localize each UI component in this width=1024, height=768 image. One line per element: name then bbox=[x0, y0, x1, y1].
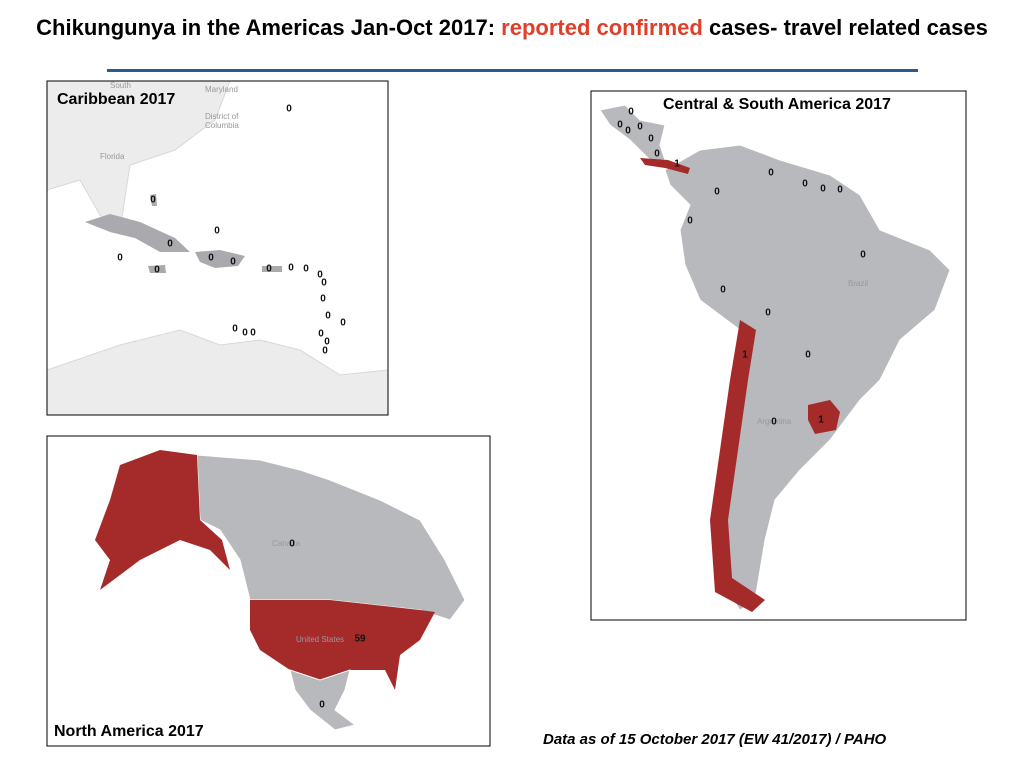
caribbean-map bbox=[47, 81, 388, 415]
place-label: United States bbox=[296, 635, 344, 644]
case-count: 0 bbox=[617, 120, 623, 131]
north-america-map bbox=[47, 436, 490, 746]
case-count: 1 bbox=[674, 159, 680, 170]
slide-title: Chikungunya in the Americas Jan-Oct 2017… bbox=[20, 14, 1004, 42]
case-count: 0 bbox=[802, 179, 808, 190]
panel-title: North America 2017 bbox=[54, 723, 204, 740]
place-label: Brazil bbox=[848, 279, 868, 288]
title-tail: cases- travel related cases bbox=[708, 15, 988, 40]
case-count: 0 bbox=[320, 294, 326, 305]
case-count: 0 bbox=[288, 263, 294, 274]
place-label: Canada bbox=[272, 539, 301, 548]
case-count: 0 bbox=[648, 134, 654, 145]
case-count: 0 bbox=[303, 264, 309, 275]
case-count: 0 bbox=[340, 318, 346, 329]
case-count: 1 bbox=[742, 350, 748, 361]
case-count: 0 bbox=[208, 253, 214, 264]
case-count: 0 bbox=[167, 239, 173, 250]
title-highlight: reported confirmed bbox=[501, 15, 703, 40]
place-label: Maryland bbox=[205, 85, 238, 94]
caribbean-frame bbox=[46, 80, 389, 416]
north-america-frame bbox=[46, 435, 491, 747]
title-lead: Chikungunya in the Americas Jan-Oct 2017… bbox=[36, 15, 496, 40]
case-count: 0 bbox=[625, 126, 631, 137]
place-label: Florida bbox=[100, 152, 125, 161]
south-america-map bbox=[591, 91, 966, 620]
case-count: 0 bbox=[286, 104, 292, 115]
case-count: 0 bbox=[768, 168, 774, 179]
case-count: 0 bbox=[654, 149, 660, 160]
case-count: 0 bbox=[289, 539, 295, 550]
place-label: Argentina bbox=[757, 417, 792, 426]
case-count: 0 bbox=[230, 257, 236, 268]
case-count: 0 bbox=[324, 337, 330, 348]
case-count: 0 bbox=[637, 122, 643, 133]
case-count: 0 bbox=[687, 216, 693, 227]
case-count: 0 bbox=[154, 265, 160, 276]
case-count: 0 bbox=[628, 107, 634, 118]
case-count: 59 bbox=[354, 634, 366, 645]
case-count: 0 bbox=[117, 253, 123, 264]
case-count: 0 bbox=[318, 329, 324, 340]
case-count: 0 bbox=[805, 350, 811, 361]
case-count: 0 bbox=[266, 264, 272, 275]
case-count: 0 bbox=[325, 311, 331, 322]
case-count: 0 bbox=[720, 285, 726, 296]
title-rule bbox=[107, 69, 918, 72]
case-count: 0 bbox=[150, 195, 156, 206]
case-count: 0 bbox=[317, 270, 323, 281]
case-count: 0 bbox=[232, 324, 238, 335]
case-count: 1 bbox=[818, 415, 824, 426]
case-count: 0 bbox=[765, 308, 771, 319]
place-label: South bbox=[110, 81, 131, 90]
case-count: 0 bbox=[860, 250, 866, 261]
south-america-frame bbox=[590, 90, 967, 621]
case-count: 0 bbox=[319, 700, 325, 711]
place-label: District of bbox=[205, 112, 239, 121]
case-count: 0 bbox=[820, 184, 826, 195]
case-count: 0 bbox=[322, 346, 328, 357]
case-count: 0 bbox=[214, 226, 220, 237]
case-count: 0 bbox=[714, 187, 720, 198]
footer-note: Data as of 15 October 2017 (EW 41/2017) … bbox=[543, 731, 887, 748]
place-label: Columbia bbox=[205, 121, 239, 130]
case-count: 0 bbox=[321, 278, 327, 289]
panel-title: Central & South America 2017 bbox=[663, 96, 891, 113]
panel-title: Caribbean 2017 bbox=[57, 91, 175, 108]
case-count: 0 bbox=[771, 417, 777, 428]
case-count: 0 bbox=[837, 185, 843, 196]
case-count: 0 bbox=[242, 328, 248, 339]
case-count: 0 bbox=[250, 328, 256, 339]
